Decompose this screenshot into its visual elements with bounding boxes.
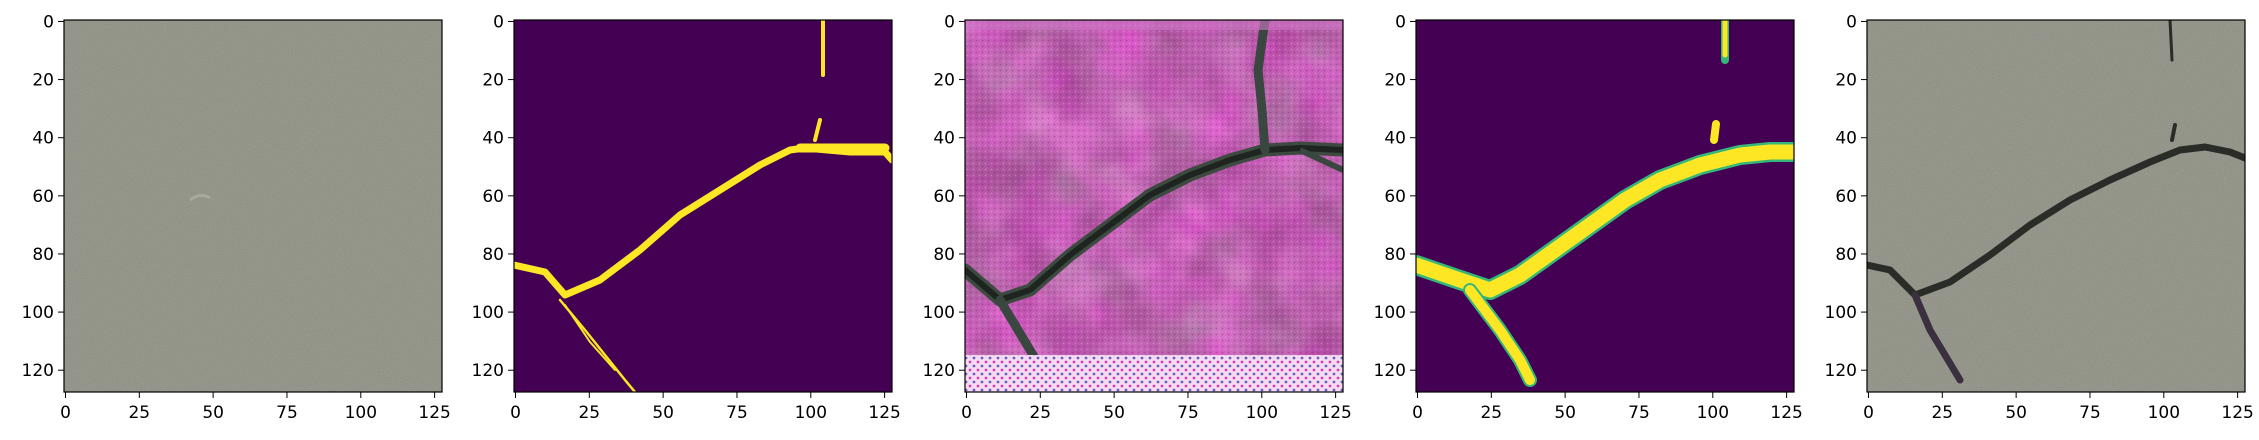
y-tick-label: 120 <box>472 361 504 381</box>
x-tick-label: 25 <box>1029 403 1051 423</box>
x-tick-label: 0 <box>60 403 71 423</box>
x-tick-label: 100 <box>1246 403 1278 423</box>
x-tick-label: 75 <box>1628 403 1650 423</box>
bottom-artifact-band <box>965 355 1343 392</box>
x-tick-label: 125 <box>418 403 450 423</box>
x-tick-label: 75 <box>276 403 298 423</box>
y-tick-label: 100 <box>472 303 504 323</box>
y-tick-label: 20 <box>482 71 504 91</box>
x-tick-label: 25 <box>128 403 150 423</box>
x-tick-label: 25 <box>1931 403 1953 423</box>
mask-crack <box>514 20 892 392</box>
panel-predicted-mask <box>1416 20 1794 392</box>
x-tick-label: 125 <box>1770 403 1802 423</box>
y-tick-label: 100 <box>1825 303 1857 323</box>
y-tick-label: 120 <box>1374 361 1406 381</box>
axes-overlay-result: 0 25 50 75 100 125 0 20 40 60 80 100 120 <box>1825 12 2254 423</box>
y-tick-label: 0 <box>944 12 955 32</box>
y-tick-label: 80 <box>482 245 504 265</box>
x-tick-label: 100 <box>1697 403 1729 423</box>
y-tick-label: 60 <box>933 187 955 207</box>
x-tick-label: 75 <box>1177 403 1199 423</box>
axes-frame <box>63 19 443 393</box>
x-tick-label: 0 <box>510 403 521 423</box>
y-tick-label: 40 <box>933 129 955 149</box>
axes-layer: 0 25 50 75 100 125 0 20 40 60 80 100 120 0 25 50 75 100 12… <box>22 12 2254 423</box>
y-tick-label: 60 <box>1835 187 1857 207</box>
y-tick-label: 120 <box>22 361 54 381</box>
x-tick-label: 50 <box>1103 403 1125 423</box>
x-tick-label: 50 <box>2005 403 2027 423</box>
x-tick-label: 0 <box>1412 403 1423 423</box>
x-tick-label: 0 <box>961 403 972 423</box>
x-tick-label: 25 <box>1480 403 1502 423</box>
y-tick-label: 40 <box>32 129 54 149</box>
overlay-crack <box>1867 20 2245 384</box>
y-tick-label: 40 <box>482 129 504 149</box>
axes-original-image: 0 25 50 75 100 125 0 20 40 60 80 100 120 <box>22 12 451 423</box>
y-tick-label: 100 <box>923 303 955 323</box>
axes-generated-image: 0 25 50 75 100 125 0 20 40 60 80 100 120 <box>923 12 1352 423</box>
mask-background <box>514 20 892 392</box>
y-tick-label: 80 <box>1835 245 1857 265</box>
axes-frame <box>513 19 893 393</box>
y-tick-label: 0 <box>43 12 54 32</box>
y-tick-label: 40 <box>1384 129 1406 149</box>
y-tick-label: 0 <box>493 12 504 32</box>
y-tick-label: 20 <box>1384 71 1406 91</box>
generated-crack <box>965 20 1343 392</box>
x-tick-label: 50 <box>652 403 674 423</box>
panel-ground-truth-mask <box>514 20 892 392</box>
x-tick-label: 125 <box>868 403 900 423</box>
x-tick-label: 25 <box>578 403 600 423</box>
x-tick-label: 75 <box>726 403 748 423</box>
x-tick-label: 100 <box>2148 403 2180 423</box>
x-tick-label: 100 <box>795 403 827 423</box>
x-tick-label: 50 <box>1554 403 1576 423</box>
x-tick-label: 0 <box>1863 403 1874 423</box>
predicted-crack <box>1416 20 1794 387</box>
axes-ground-truth-mask: 0 25 50 75 100 125 0 20 40 60 80 100 120 <box>472 12 901 423</box>
y-tick-label: 60 <box>1384 187 1406 207</box>
panel-generated-image <box>965 20 1343 392</box>
y-tick-label: 120 <box>1825 361 1857 381</box>
y-tick-label: 120 <box>923 361 955 381</box>
y-tick-label: 20 <box>1835 71 1857 91</box>
x-tick-label: 50 <box>202 403 224 423</box>
panel-original-image <box>64 20 442 392</box>
panel-overlay-result <box>1867 20 2245 392</box>
y-tick-label: 40 <box>1835 129 1857 149</box>
y-tick-label: 20 <box>32 71 54 91</box>
y-tick-label: 80 <box>933 245 955 265</box>
axes-frame <box>1415 19 1795 393</box>
x-tick-label: 125 <box>1319 403 1351 423</box>
y-tick-label: 0 <box>1846 12 1857 32</box>
y-tick-label: 100 <box>1374 303 1406 323</box>
asphalt-texture <box>64 20 442 392</box>
y-tick-label: 0 <box>1395 12 1406 32</box>
x-tick-label: 100 <box>345 403 377 423</box>
axes-frame <box>964 19 1344 393</box>
y-tick-label: 60 <box>482 187 504 207</box>
axes-frame <box>1866 19 2246 393</box>
y-tick-label: 60 <box>32 187 54 207</box>
x-tick-label: 75 <box>2079 403 2101 423</box>
y-tick-label: 80 <box>1384 245 1406 265</box>
y-tick-label: 100 <box>22 303 54 323</box>
y-tick-label: 80 <box>32 245 54 265</box>
x-tick-label: 125 <box>2221 403 2253 423</box>
axes-predicted-mask: 0 25 50 75 100 125 0 20 40 60 80 100 120 <box>1374 12 1803 423</box>
dot-artifacts <box>965 20 1343 392</box>
y-tick-label: 20 <box>933 71 955 91</box>
faint-marks <box>189 193 211 202</box>
